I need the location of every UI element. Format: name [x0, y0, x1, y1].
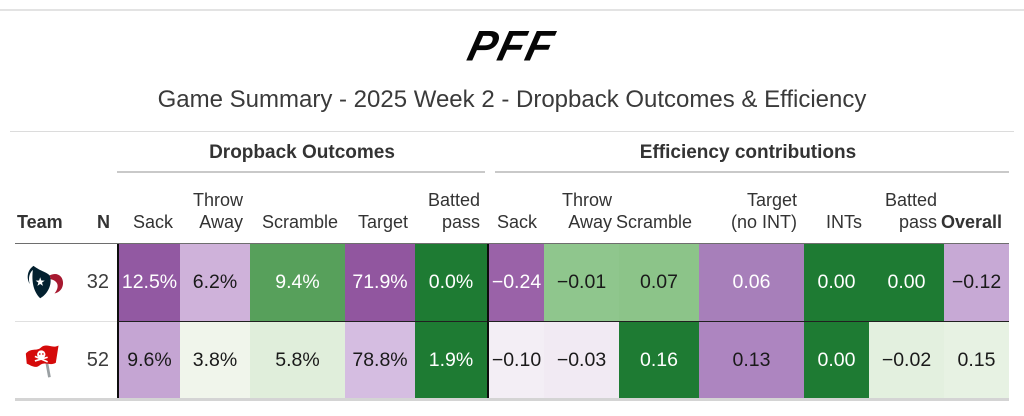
- cell-eff-scramble: 0.07: [619, 244, 699, 321]
- group-header-row: Dropback Outcomes Efficiency contributio…: [15, 135, 1009, 173]
- col-header-eff-scramble: Scramble: [615, 212, 692, 233]
- col-header-eff-target-no-int: Target (no INT): [730, 190, 797, 233]
- col-header-outcome-scramble: Scramble: [261, 212, 338, 233]
- bottom-divider: [15, 398, 1009, 401]
- cell-overall: −0.12: [944, 244, 1009, 321]
- col-header-outcome-target: Target: [357, 212, 408, 233]
- cell-eff-ints: 0.00: [804, 321, 869, 398]
- col-header-outcome-throw-away: Throw Away: [192, 190, 243, 233]
- cell-eff-target-no-int: 0.06: [699, 244, 804, 321]
- pff-logo: PFF: [0, 22, 1024, 70]
- page-title: Game Summary - 2025 Week 2 - Dropback Ou…: [157, 86, 867, 113]
- group-header-dropback-outcomes: Dropback Outcomes: [117, 135, 487, 173]
- col-header-n: N: [97, 212, 110, 233]
- cell-eff-target-no-int: 0.13: [699, 321, 804, 398]
- cell-outcome-sack: 9.6%: [117, 321, 180, 398]
- cell-outcome-batted-pass: 1.9%: [415, 321, 487, 398]
- cell-eff-batted-pass: −0.02: [869, 321, 944, 398]
- team-logo-cell: [15, 244, 73, 321]
- cell-eff-throw-away: −0.03: [544, 321, 619, 398]
- cell-outcome-throw-away: 6.2%: [180, 244, 250, 321]
- column-header-row: Team N Sack Throw Away Scramble Target B…: [15, 173, 1009, 244]
- table-row-buccaneers: 52 9.6% 3.8% 5.8% 78.8% 1.9% −0.10 −0.03…: [15, 321, 1009, 398]
- cell-outcome-scramble: 9.4%: [250, 244, 345, 321]
- cell-outcome-target: 78.8%: [345, 321, 415, 398]
- col-header-eff-batted-pass: Batted pass: [884, 190, 937, 233]
- table-row-texans: 32 12.5% 6.2% 9.4% 71.9% 0.0% −0.24 −0.0…: [15, 244, 1009, 321]
- cell-overall: 0.15: [944, 321, 1009, 398]
- team-logo-cell: [15, 321, 73, 398]
- cell-outcome-batted-pass: 0.0%: [415, 244, 487, 321]
- top-divider: [0, 9, 1024, 11]
- cell-outcome-sack: 12.5%: [117, 244, 180, 321]
- col-header-eff-throw-away: Throw Away: [561, 190, 612, 233]
- pff-logo-text: PFF: [463, 21, 561, 70]
- cell-outcome-throw-away: 3.8%: [180, 321, 250, 398]
- col-header-team: Team: [17, 212, 63, 233]
- cell-eff-throw-away: −0.01: [544, 244, 619, 321]
- dropback-table: Dropback Outcomes Efficiency contributio…: [15, 135, 1009, 401]
- col-header-overall: Overall: [940, 212, 1002, 233]
- title-divider: [10, 131, 1014, 132]
- cell-eff-batted-pass: 0.00: [869, 244, 944, 321]
- cell-eff-sack: −0.24: [487, 244, 544, 321]
- col-header-eff-sack: Sack: [496, 212, 537, 233]
- cell-eff-scramble: 0.16: [619, 321, 699, 398]
- col-header-outcome-batted-pass: Batted pass: [427, 190, 480, 233]
- tampa-bay-buccaneers-logo: [25, 345, 59, 378]
- cell-eff-ints: 0.00: [804, 244, 869, 321]
- houston-texans-logo: [27, 265, 64, 298]
- cell-outcome-scramble: 5.8%: [250, 321, 345, 398]
- cell-eff-sack: −0.10: [487, 321, 544, 398]
- group-header-efficiency-contributions: Efficiency contributions: [487, 135, 1009, 173]
- n-cell: 52: [73, 321, 117, 398]
- n-cell: 32: [86, 271, 109, 293]
- col-header-eff-ints: INTs: [826, 212, 862, 233]
- col-header-outcome-sack: Sack: [132, 212, 173, 233]
- cell-outcome-target: 71.9%: [345, 244, 415, 321]
